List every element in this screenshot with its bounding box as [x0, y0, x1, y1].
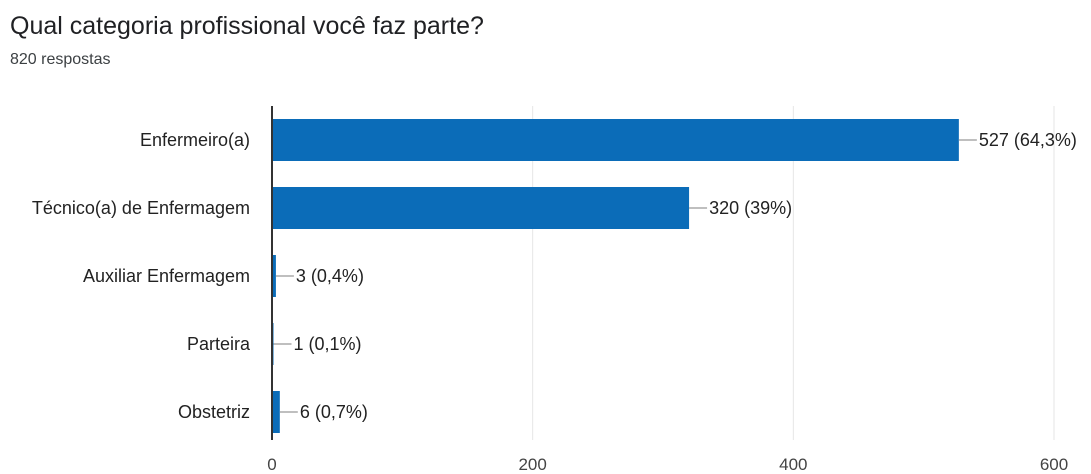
x-tick-label: 600 [1040, 455, 1068, 474]
bar-2 [272, 255, 276, 297]
x-tick-label: 200 [518, 455, 546, 474]
category-label: Técnico(a) de Enfermagem [32, 198, 250, 218]
x-tick-label: 0 [267, 455, 276, 474]
data-label: 320 (39%) [709, 198, 792, 218]
data-label: 527 (64,3%) [979, 130, 1077, 150]
bars [272, 119, 959, 433]
data-label: 6 (0,7%) [300, 402, 368, 422]
bar-0 [272, 119, 959, 161]
data-label: 3 (0,4%) [296, 266, 364, 286]
response-count: 820 respostas [10, 51, 111, 68]
category-label: Parteira [187, 334, 251, 354]
bar-1 [272, 187, 690, 229]
bar-4 [272, 391, 280, 433]
category-label: Auxiliar Enfermagem [83, 266, 250, 286]
category-label: Enfermeiro(a) [140, 130, 250, 150]
labels: 0 200 400 600 Enfermeiro(a) 527 (64,3%) Técnic… [32, 130, 1077, 474]
gridlines [532, 106, 1055, 440]
question-title: Qual categoria profissional você faz par… [10, 12, 484, 40]
data-label: 1 (0,1%) [294, 334, 362, 354]
category-label: Obstetriz [178, 402, 250, 422]
data-label-leaders [273, 139, 977, 413]
x-tick-label: 400 [779, 455, 807, 474]
